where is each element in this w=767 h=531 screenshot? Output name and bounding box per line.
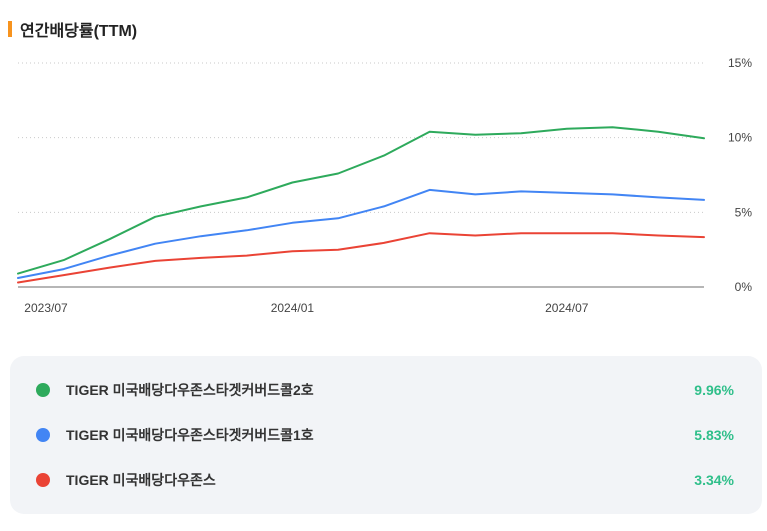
series-lines — [17, 126, 705, 284]
legend-panel: TIGER 미국배당다우존스타겟커버드콜2호 9.96% TIGER 미국배당다… — [10, 356, 762, 514]
legend-item-name: TIGER 미국배당다우존스타겟커버드콜1호 — [66, 427, 314, 443]
grid-lines — [18, 62, 704, 288]
y-tick-label: 10% — [728, 131, 752, 145]
y-tick-label: 15% — [728, 56, 752, 70]
y-axis-ticks: 0% 5% 10% 15% — [728, 56, 752, 294]
legend-item-covered-call-1[interactable]: TIGER 미국배당다우존스타겟커버드콜1호 5.83% — [10, 423, 762, 447]
series-line-2 — [17, 188, 705, 279]
legend-dot-icon — [36, 383, 50, 397]
legend-item-covered-call-2[interactable]: TIGER 미국배당다우존스타겟커버드콜2호 9.96% — [10, 378, 762, 402]
chart-title: 연간배당률(TTM) — [20, 23, 138, 40]
legend-item-value: 9.96% — [694, 382, 734, 398]
y-tick-label: 0% — [735, 280, 753, 294]
legend-dot-icon — [36, 428, 50, 442]
legend-item-value: 3.34% — [694, 472, 734, 488]
y-tick-label: 5% — [735, 205, 753, 219]
chart-header: 연간배당률(TTM) — [8, 19, 138, 40]
legend-item-name: TIGER 미국배당다우존스 — [66, 472, 216, 488]
legend-item-name: TIGER 미국배당다우존스타겟커버드콜2호 — [66, 382, 314, 398]
dividend-yield-line-chart: 0% 5% 10% 15% 2023/07 2024/01 2024/07 — [17, 56, 752, 315]
x-tick-label: 2024/07 — [545, 301, 589, 315]
legend-item-value: 5.83% — [694, 427, 734, 443]
legend-dot-icon — [36, 473, 50, 487]
series-line-1 — [17, 126, 705, 275]
series-line-3 — [17, 232, 705, 284]
title-accent-bar — [8, 21, 12, 37]
x-tick-label: 2023/07 — [24, 301, 68, 315]
x-axis-ticks: 2023/07 2024/01 2024/07 — [24, 301, 589, 315]
x-tick-label: 2024/01 — [271, 301, 315, 315]
legend-item-dividend-dow-jones[interactable]: TIGER 미국배당다우존스 3.34% — [10, 468, 762, 492]
